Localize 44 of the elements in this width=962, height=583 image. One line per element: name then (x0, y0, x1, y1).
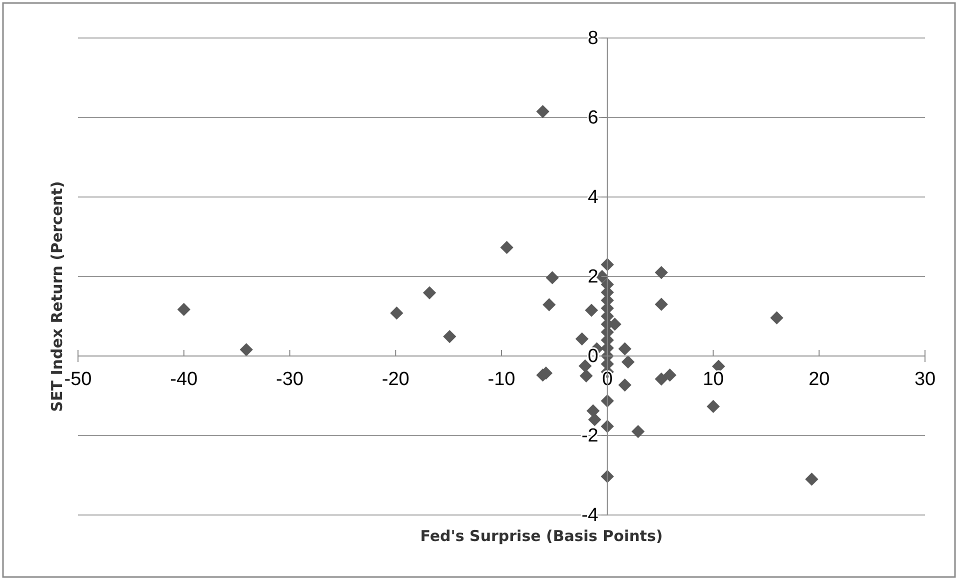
point (632, 424, 645, 438)
y-tick-label: 4 (588, 187, 599, 208)
point (546, 271, 559, 284)
point (575, 332, 589, 346)
y-tick-label: 2 (588, 266, 598, 288)
point (654, 372, 668, 386)
x-tick-label: -40 (170, 368, 198, 390)
y-tick-label: 8 (588, 28, 598, 50)
x-tick-label: 20 (808, 368, 830, 390)
point (443, 330, 456, 344)
y-tick-label: -4 (581, 505, 599, 526)
point (805, 472, 818, 486)
y-tick-label: -2 (581, 426, 598, 447)
point (712, 360, 726, 373)
point (770, 311, 784, 324)
point (706, 400, 720, 414)
point (618, 378, 632, 392)
point (240, 343, 253, 356)
x-tick-label: -50 (64, 368, 92, 390)
x-axis-title: Fed's Surprise (Basis Points) (420, 527, 663, 545)
y-tick-label: 6 (588, 108, 598, 129)
point (542, 298, 556, 312)
y-tick-label: 0 (588, 346, 598, 368)
point (536, 104, 550, 118)
point (663, 368, 676, 382)
x-tick-label: 0 (602, 368, 613, 390)
point (586, 404, 600, 418)
point (654, 266, 668, 280)
x-tick-label: 10 (702, 368, 724, 390)
point (654, 298, 668, 311)
point (500, 240, 514, 254)
point (422, 286, 436, 300)
point (618, 342, 632, 356)
point (588, 413, 602, 426)
x-tick-label: -10 (488, 368, 516, 390)
point (177, 302, 190, 316)
point (390, 306, 404, 320)
y-axis-title: SET Index Return (Percent) (48, 181, 66, 412)
x-tick-label: -20 (382, 368, 410, 390)
point (621, 355, 635, 369)
point (584, 304, 598, 317)
point (580, 369, 593, 382)
x-tick-label: -30 (276, 368, 304, 390)
x-tick-label: 30 (914, 368, 936, 390)
